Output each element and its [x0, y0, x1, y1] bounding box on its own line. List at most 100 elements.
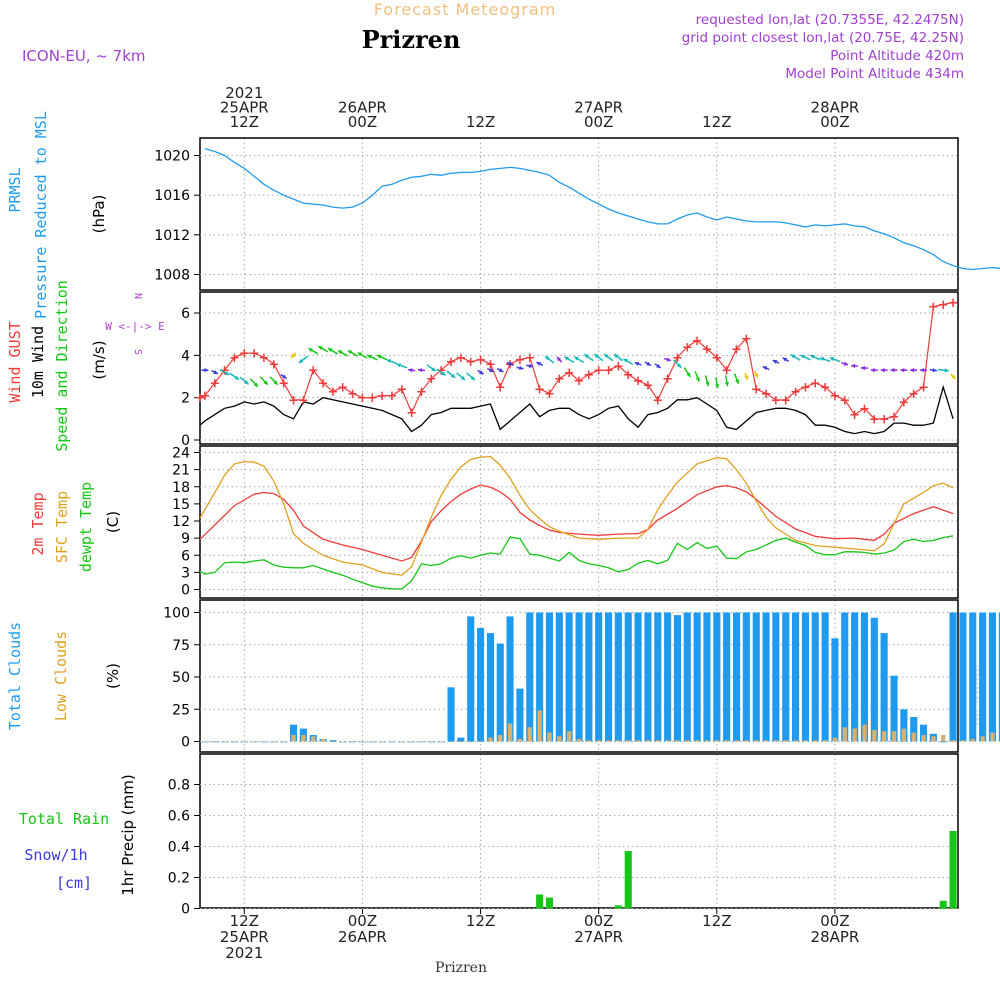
total-cloud-bar [998, 612, 1000, 742]
wind-arrow [603, 353, 614, 362]
top-time-label: 00Z [584, 113, 613, 131]
gust-marker: + [485, 357, 496, 372]
y-tick-label: 1008 [154, 268, 190, 284]
total-cloud-bar [811, 612, 819, 742]
model-altitude: Model Point Altitude 434m [785, 66, 964, 82]
low-clouds-label: Low Clouds [52, 631, 70, 721]
gust-marker: + [426, 372, 437, 387]
bottom-time-label: 28APR [811, 928, 860, 946]
meteogram-label: Forecast Meteogram [374, 0, 556, 19]
gust-marker: + [928, 300, 939, 315]
temp-2m-line [199, 484, 954, 562]
low-cloud-bar [970, 738, 975, 742]
low-cloud-bar [626, 740, 631, 742]
wind-arrow [900, 368, 908, 373]
bottom-time-label: 12Z [230, 912, 259, 930]
total-cloud-bar [752, 612, 760, 742]
gust-marker: + [889, 410, 900, 425]
y-tick-label: 0.4 [168, 840, 190, 856]
wind-arrow [446, 370, 456, 379]
low-cloud-bar [704, 740, 710, 742]
gust-marker: + [761, 387, 772, 402]
pressure-frame [199, 137, 959, 291]
wind-arrow [317, 345, 329, 353]
gust-marker: + [514, 353, 525, 368]
low-cloud-bar [409, 741, 414, 743]
low-cloud-bar [360, 741, 365, 743]
low-cloud-bar [320, 738, 326, 742]
gust-marker: + [199, 389, 210, 404]
rain-bar [939, 900, 947, 909]
wind-arrow [744, 372, 749, 381]
gust-marker: + [318, 376, 329, 391]
wind-arrow [800, 354, 811, 361]
gust-marker: + [672, 351, 683, 366]
gust-marker: + [288, 393, 299, 408]
gust-marker: + [195, 391, 206, 406]
low-cloud-bar [311, 736, 316, 742]
total-cloud-bar [486, 633, 494, 742]
low-cloud-bar [832, 737, 838, 742]
total-cloud-bar [880, 633, 888, 742]
y-tick-label: 0.6 [168, 809, 190, 825]
wind-arrow [536, 361, 544, 366]
y-tick-label: 1020 [154, 149, 190, 165]
gust-marker: + [377, 389, 388, 404]
wind-arrow [544, 355, 555, 364]
gust-marker: + [524, 351, 535, 366]
total-cloud-bar [496, 643, 504, 742]
total-cloud-bar [920, 724, 928, 742]
wind-arrow [386, 359, 398, 365]
wind-arrow [910, 368, 918, 373]
low-cloud-bar [448, 741, 454, 743]
low-cloud-bar [478, 741, 483, 743]
gust-marker: + [721, 364, 732, 379]
gust-marker: + [731, 342, 742, 357]
precip-unit: 1hr Precip (mm) [119, 774, 137, 895]
wind-arrow [201, 367, 209, 373]
total-cloud-bar [683, 612, 691, 742]
precip-frame [199, 753, 959, 909]
total-cloud-bar [870, 617, 878, 742]
top-time-label: 27APR [574, 99, 623, 117]
gust-marker: + [564, 366, 575, 381]
bottom-time-label: 00Z [820, 912, 849, 930]
top-time-label: 00Z [820, 113, 849, 131]
total-cloud-bar [801, 612, 809, 742]
low-cloud-bar [340, 741, 345, 743]
low-cloud-bar [567, 731, 572, 742]
y-tick-label: 15 [172, 497, 190, 513]
low-cloud-bar [557, 736, 562, 742]
total-cloud-bar [762, 612, 770, 742]
low-cloud-bar [685, 740, 690, 742]
low-cloud-bar [291, 735, 296, 742]
low-cloud-bar [734, 740, 739, 742]
wind-unit: (m/s) [90, 340, 108, 379]
low-cloud-bar [488, 737, 493, 742]
y-tick-label: 1016 [154, 188, 190, 204]
wind-arrow [506, 361, 514, 366]
gust-marker: + [298, 393, 309, 408]
gust-marker: + [209, 376, 220, 391]
top-time-label: 28APR [811, 99, 860, 117]
compass-south: S [132, 349, 143, 355]
wind-arrow [920, 368, 928, 373]
compass-east-west: W <-|-> E [105, 320, 165, 333]
low-cloud-bar [744, 740, 749, 742]
low-cloud-bar [212, 741, 217, 743]
total-cloud-bar [939, 741, 947, 743]
gust-marker: + [780, 393, 791, 408]
low-cloud-bar [862, 724, 867, 742]
gust-marker: + [229, 351, 240, 366]
low-cloud-bar [537, 710, 542, 742]
total-cloud-bar [693, 612, 701, 742]
low-cloud-bar [931, 736, 936, 742]
low-cloud-bar [399, 741, 404, 743]
wind-arrow [654, 363, 662, 369]
total-cloud-bar [910, 717, 918, 742]
pressure-y-axis: 1008 1012 1016 1020 [154, 149, 958, 284]
total-cloud-bar [506, 616, 514, 742]
total-cloud-bar [841, 612, 849, 742]
bottom-time-label: 00Z [584, 912, 613, 930]
low-cloud-bar [616, 740, 621, 742]
